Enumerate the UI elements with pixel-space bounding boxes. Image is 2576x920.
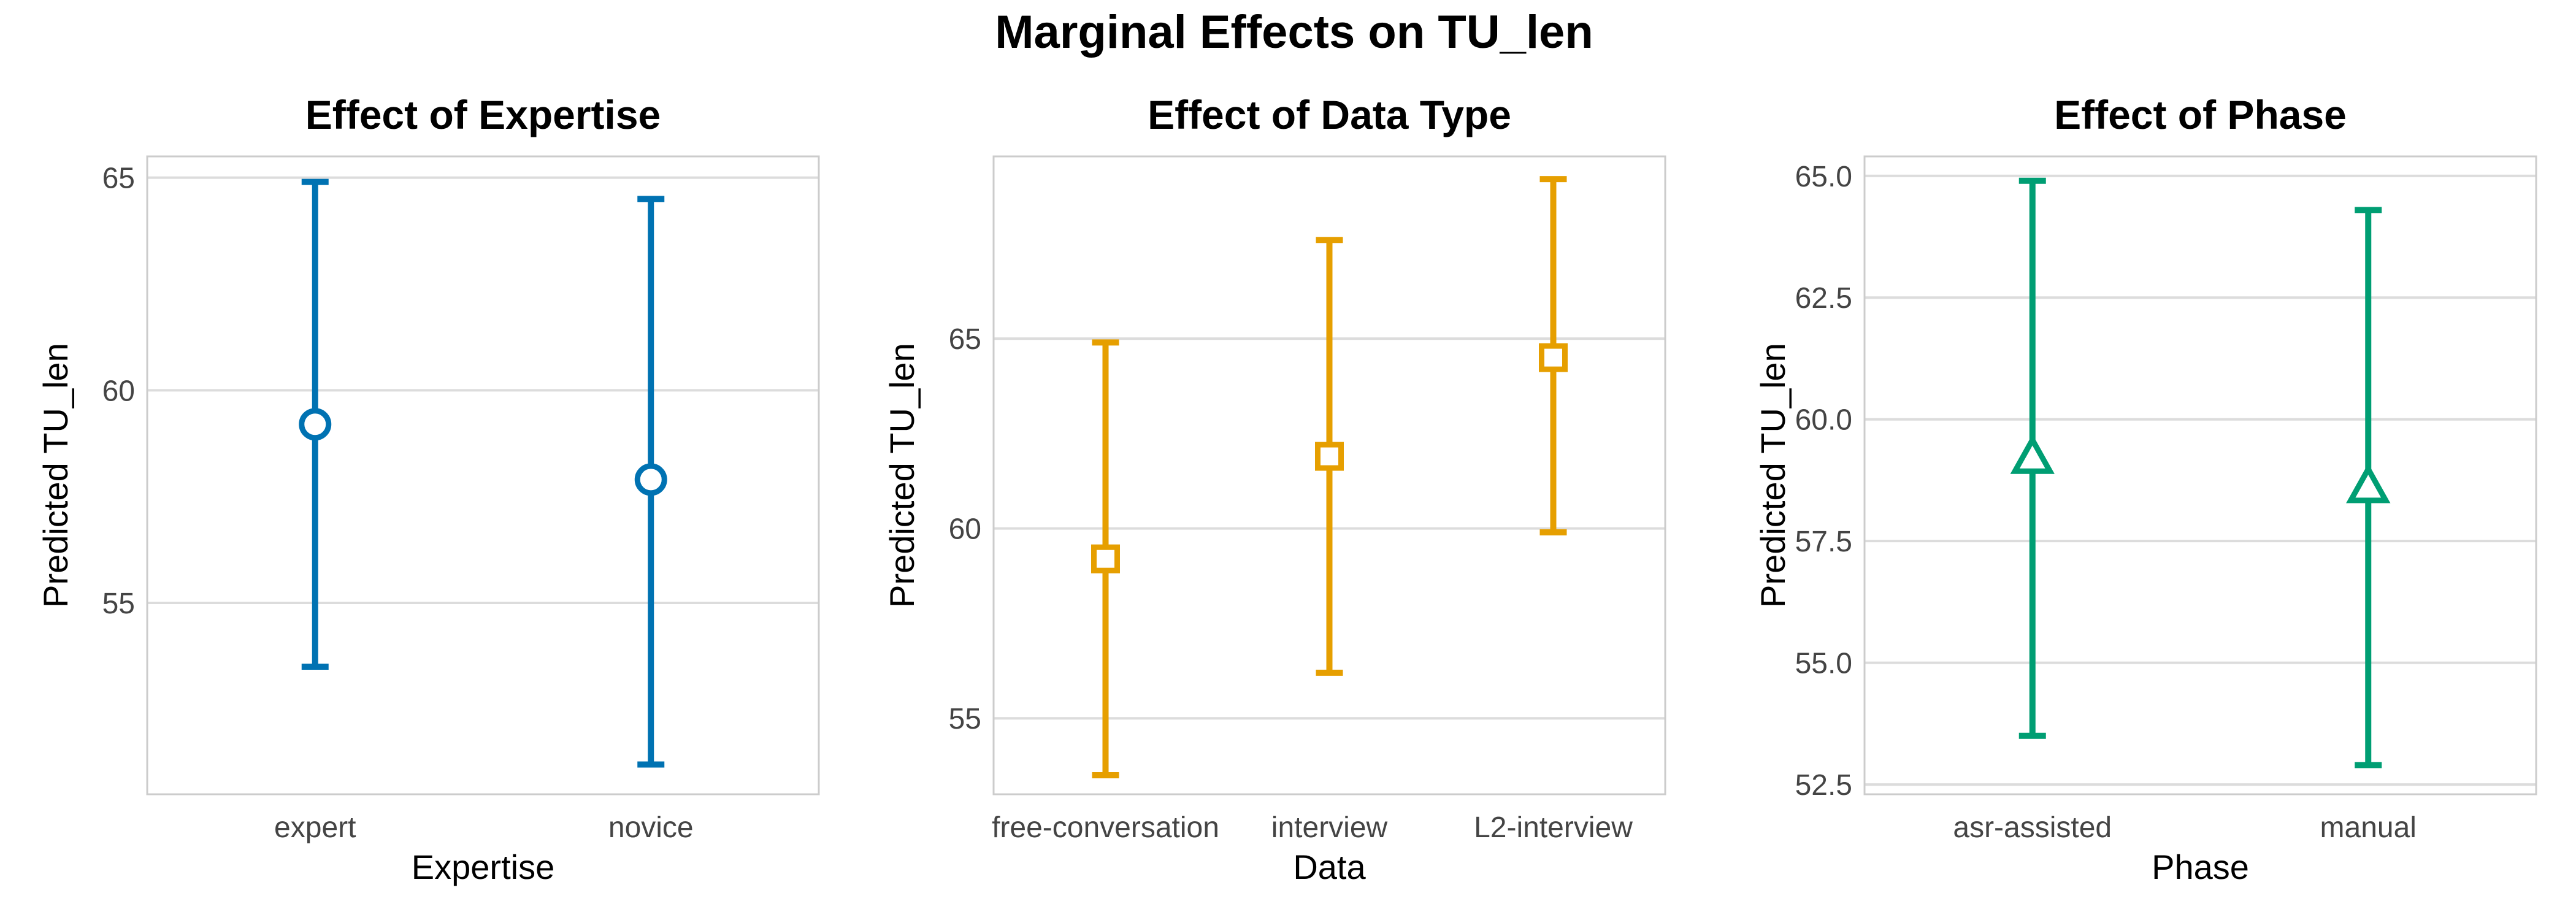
- y-tick-label: 55.0: [1795, 648, 1852, 680]
- y-tick-label: 55: [949, 703, 981, 735]
- x-tick-label: manual: [2320, 811, 2417, 844]
- y-tick-label: 60.0: [1795, 404, 1852, 437]
- y-tick-label: 55: [102, 588, 135, 620]
- y-axis-label: Predicted TU_len: [36, 343, 75, 608]
- y-tick-label: 65: [102, 163, 135, 195]
- x-tick-label: interview: [1271, 811, 1388, 844]
- estimate-point: [2010, 434, 2055, 474]
- x-tick-label: L2-interview: [1474, 811, 1633, 844]
- panels: 55 60 65 expert novice Effect of Expertise Exp…: [36, 92, 2537, 886]
- x-axis-label: Expertise: [412, 848, 554, 886]
- panel-title: Effect of Expertise: [305, 92, 661, 137]
- panel-title: Effect of Phase: [2054, 92, 2347, 137]
- plot-frame: [146, 155, 820, 795]
- panel-title: Effect of Data Type: [1148, 92, 1511, 137]
- estimate-point: [299, 408, 332, 441]
- x-tick-label: free-conversation: [992, 811, 1219, 844]
- panel-1: 55 60 65 expert novice Effect of Expertise Exp…: [36, 92, 820, 886]
- y-tick-label: 57.5: [1795, 526, 1852, 558]
- y-tick-label: 52.5: [1795, 769, 1852, 802]
- y-tick-label: 60: [949, 513, 981, 546]
- y-tick-label: 65: [949, 323, 981, 356]
- x-tick-label: expert: [274, 811, 356, 844]
- y-tick-label: 60: [102, 375, 135, 407]
- figure-title: Marginal Effects on TU_len: [995, 6, 1593, 58]
- panel-2: 55 60 65 free-conversation interview L2-inter…: [883, 92, 1666, 886]
- estimate-point: [1539, 343, 1568, 372]
- x-tick-label: novice: [608, 811, 694, 844]
- estimate-point: [1315, 442, 1344, 471]
- x-tick-label: asr-assisted: [1953, 811, 2112, 844]
- plot-frame: [992, 155, 1666, 795]
- x-axis-label: Phase: [2152, 848, 2249, 886]
- y-axis-label: Predicted TU_len: [1754, 343, 1792, 608]
- estimate-point: [1091, 544, 1120, 573]
- y-axis-label: Predicted TU_len: [883, 343, 921, 608]
- panel-3: 52.5 55.0 57.5 60.0 62.5 65.0 asr-assisted manu…: [1754, 92, 2537, 886]
- plot-frame: [1863, 155, 2537, 795]
- y-tick-label: 65.0: [1795, 161, 1852, 193]
- x-axis-label: Data: [1293, 848, 1366, 886]
- estimate-point: [2346, 463, 2391, 504]
- y-tick-label: 62.5: [1795, 282, 1852, 315]
- estimate-point: [634, 463, 667, 496]
